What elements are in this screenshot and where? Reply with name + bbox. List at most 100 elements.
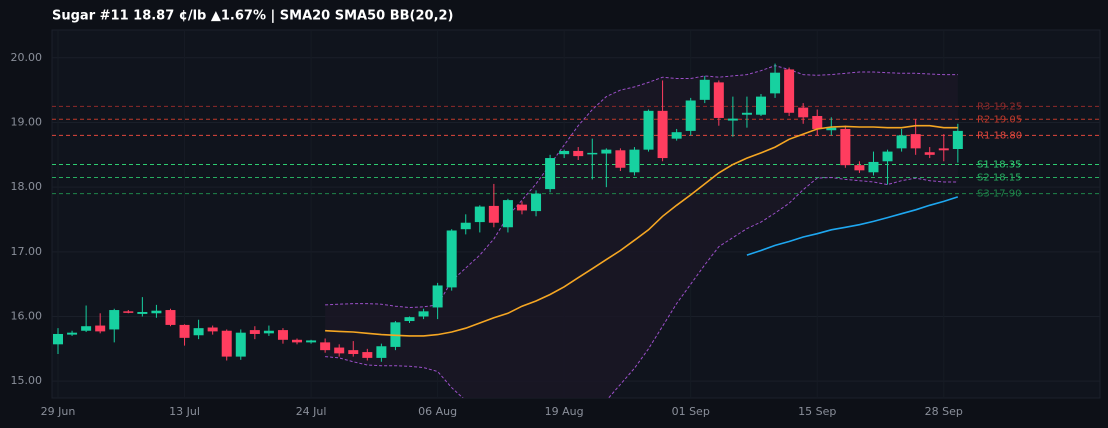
candle-body [559,150,570,155]
candle-body [320,342,331,351]
candle-body [545,158,556,190]
pivot-value: 18.15 [993,172,1022,183]
x-tick-label: 06 Aug [418,405,457,418]
candle-body [812,116,823,129]
candle-body [756,96,766,115]
candle-body [685,100,696,131]
pivot-value: 18.35 [993,160,1022,171]
candle-body [334,347,345,354]
candle-body [882,151,893,162]
pivot-name: R2 [977,114,990,125]
candle-body [727,118,738,121]
pivot-label: R3 19.25 [977,101,1022,112]
chart-title: Sugar #11 18.87 ¢/lb ▲1.67% | SMA20 SMA5… [52,9,454,24]
x-tick-label: 13 Jul [169,405,200,418]
candle-body [123,311,134,313]
candle-body [81,326,92,331]
y-tick-label: 20.00 [11,51,43,64]
candle-body [67,332,78,335]
candle-body [151,310,162,314]
candle-body [306,340,317,343]
candle-body [854,165,865,171]
candle-body [587,152,598,155]
candle-body [488,205,499,223]
pivot-value: 19.25 [994,101,1023,112]
pivot-label: S2 18.15 [977,172,1022,183]
y-tick-label: 19.00 [11,115,43,128]
pivot-value: 18.80 [994,130,1023,141]
candle-body [643,110,654,150]
candle-body [263,330,274,334]
candle-body [601,149,612,154]
candle-body [741,112,752,115]
candle-body [938,148,949,151]
candle-body [798,107,809,118]
candle-body [376,346,387,358]
candle-body [713,82,724,118]
x-tick-label: 01 Sep [672,405,710,418]
candle-body [249,330,260,334]
x-tick-label: 29 Jun [41,405,76,418]
candle-body [179,324,190,338]
x-tick-label: 28 Sep [925,405,963,418]
candle-body [952,130,963,150]
candle-body [924,152,935,155]
pivot-value: 19.05 [994,114,1023,125]
pivot-name: S1 [977,160,990,171]
candle-body [516,204,527,211]
sma50-line [746,196,959,256]
candle-body [573,150,584,157]
y-tick-label: 16.00 [11,310,43,323]
candle-body [348,350,359,355]
y-tick-label: 17.00 [11,245,43,258]
plot [52,30,1100,398]
y-tick-label: 18.00 [11,180,43,193]
candle-body [277,330,288,340]
candle-body [699,79,710,100]
bb-lower [325,176,958,398]
candle-body [109,310,120,330]
candle-body [207,327,218,332]
candle-body [770,72,781,94]
candle-body [474,206,485,223]
candle-body [137,311,148,314]
candle-body [784,69,795,113]
pivot-name: R3 [977,101,990,112]
bb-fill [325,65,958,398]
pivot-value: 17.90 [993,189,1022,200]
candle-body [826,127,837,131]
candle-body [531,193,542,212]
sma20-line [325,124,958,337]
candle-body [657,110,668,159]
pivot-name: R1 [977,130,990,141]
candle-body [432,285,443,308]
x-tick-label: 19 Aug [545,405,584,418]
candle-body [165,310,176,325]
candle-body [235,332,246,357]
pivot-label: S1 18.35 [977,160,1022,171]
candle-body [840,128,851,166]
candle-body [671,132,682,139]
candle-body [418,311,429,317]
pivot-label: R1 18.80 [977,130,1022,141]
pivot-name: S2 [977,172,990,183]
candle-body [629,149,640,173]
candle-body [95,325,106,332]
candle-body [362,352,373,358]
candle-body [896,135,907,149]
candle-body [910,134,921,149]
x-tick-label: 24 Jul [296,405,327,418]
bb-upper [325,65,958,309]
candle-body [615,150,626,168]
candle-body [221,330,232,357]
candle-body [404,317,415,322]
candle-body [460,222,471,230]
pivot-label: R2 19.05 [977,114,1022,125]
candle-body [292,339,303,343]
candle-body [868,161,879,173]
candle-body [502,200,513,228]
candle-body [53,333,63,345]
candle-body [446,230,457,288]
x-tick-label: 15 Sep [798,405,836,418]
